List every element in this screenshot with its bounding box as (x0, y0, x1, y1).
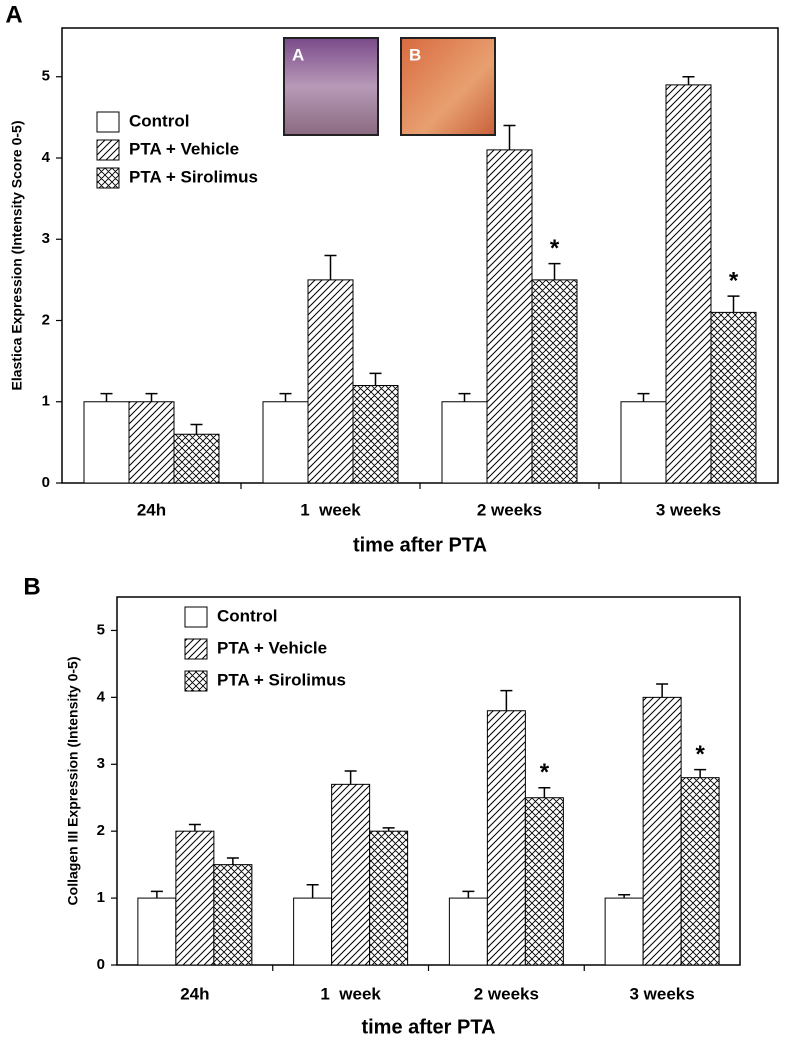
error-bar (462, 890, 475, 899)
y-tick-label: 1 (97, 889, 105, 906)
bar (486, 149, 533, 484)
bar (173, 433, 220, 484)
legend-label: PTA + Vehicle (129, 139, 239, 158)
legend-label: PTA + Sirolimus (217, 670, 346, 689)
bar (213, 864, 253, 966)
bar (604, 897, 644, 966)
bar (620, 401, 667, 484)
bar (680, 777, 720, 966)
y-tick-label: 3 (97, 755, 105, 772)
legend-label: PTA + Vehicle (217, 638, 327, 657)
significance-marker: * (729, 267, 739, 294)
error-bar (306, 883, 319, 899)
y-tick-label: 1 (42, 393, 50, 410)
bar (524, 797, 564, 966)
bar (486, 710, 526, 966)
inset-label: A (292, 45, 304, 64)
error-bar (150, 890, 163, 899)
error-bar (656, 683, 669, 698)
error-bar (458, 392, 471, 402)
bar (262, 401, 309, 484)
y-tick-label: 3 (42, 230, 50, 247)
error-bar (727, 295, 740, 313)
legend-swatch (184, 606, 208, 628)
legend-label: Control (129, 111, 189, 130)
bar (441, 401, 488, 484)
legend-swatch (96, 139, 120, 161)
inset-image (283, 37, 379, 136)
error-bar (100, 392, 113, 402)
x-tick-label: 24h (180, 984, 209, 1003)
y-tick-label: 5 (42, 68, 50, 85)
inset-image (400, 37, 496, 136)
legend-swatch (96, 167, 120, 189)
x-tick-label: 2 weeks (477, 500, 542, 519)
significance-marker: * (550, 235, 560, 262)
y-tick-label: 2 (97, 822, 105, 839)
legend-swatch (184, 670, 208, 692)
bar (531, 279, 578, 484)
bar (448, 897, 488, 966)
x-tick-label: 3 weeks (656, 500, 721, 519)
error-bar (618, 893, 631, 899)
x-tick-label: 1 week (320, 984, 381, 1003)
bar (710, 311, 757, 484)
bar (331, 783, 371, 966)
y-tick-label: 5 (97, 621, 105, 638)
error-bar (324, 254, 337, 280)
error-bar (382, 827, 395, 832)
legend-label: Control (217, 606, 277, 625)
bar (293, 897, 333, 966)
error-bar (500, 689, 513, 711)
y-tick-label: 0 (97, 956, 105, 973)
x-tick-label: 2 weeks (474, 984, 539, 1003)
error-bar (188, 823, 201, 832)
legend-swatch (96, 111, 120, 133)
significance-marker: * (540, 759, 550, 786)
bar (137, 897, 177, 966)
bar (642, 696, 682, 966)
y-tick-label: 0 (42, 474, 50, 491)
bar (369, 830, 409, 966)
error-bar (344, 770, 357, 785)
error-bar (226, 857, 239, 865)
bar (83, 401, 130, 484)
error-bar (279, 392, 292, 402)
y-axis-label: Elastica Expression (Intensity Score 0-5… (9, 121, 25, 391)
x-axis-label: time after PTA (361, 1016, 495, 1038)
x-tick-label: 24h (137, 500, 166, 519)
error-bar (538, 786, 551, 798)
error-bar (369, 372, 382, 386)
bar (352, 385, 399, 484)
x-tick-label: 1 week (300, 500, 361, 519)
panel-label: B (23, 573, 40, 600)
bar (175, 830, 215, 966)
bar (128, 401, 175, 484)
error-bar (682, 76, 695, 85)
y-tick-label: 4 (42, 149, 51, 166)
legend-label: PTA + Sirolimus (129, 167, 258, 186)
bar (665, 84, 712, 484)
panel-label: A (5, 1, 22, 28)
y-tick-label: 4 (97, 688, 106, 705)
x-tick-label: 3 weeks (630, 984, 695, 1003)
error-bar (694, 768, 707, 778)
error-bar (190, 423, 203, 435)
significance-marker: * (695, 741, 705, 768)
legend-swatch (184, 638, 208, 660)
error-bar (145, 392, 158, 402)
y-tick-label: 2 (42, 311, 50, 328)
error-bar (503, 124, 516, 150)
error-bar (637, 392, 650, 402)
x-axis-label: time after PTA (353, 534, 487, 556)
inset-label: B (409, 45, 421, 64)
y-axis-label: Collagen III Expression (Intensity 0-5) (65, 657, 81, 906)
bar (307, 279, 354, 484)
error-bar (548, 262, 561, 280)
